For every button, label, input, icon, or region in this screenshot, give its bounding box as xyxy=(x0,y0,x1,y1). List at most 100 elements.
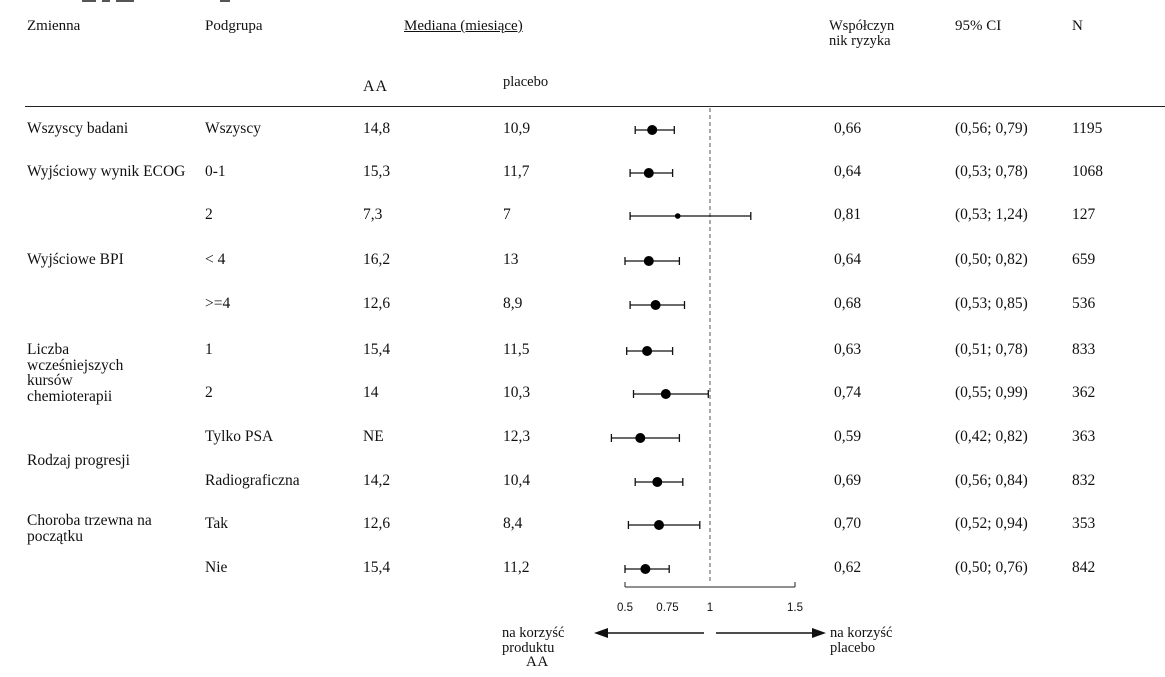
cell-median-placebo: 11,5 xyxy=(503,341,530,358)
cell-podgrupa: < 4 xyxy=(205,251,226,268)
cell-podgrupa: 1 xyxy=(205,341,213,358)
cell-median-aa: 16,2 xyxy=(363,251,391,268)
cell-n: 353 xyxy=(1072,515,1096,532)
cell-ci: (0,55; 0,99) xyxy=(955,384,1028,401)
cell-median-placebo: 10,3 xyxy=(503,384,531,401)
cell-hazard-ratio: 0,63 xyxy=(834,341,862,358)
cell-hazard-ratio: 0,69 xyxy=(834,472,862,489)
cell-hazard-ratio: 0,64 xyxy=(834,251,862,268)
cell-n: 127 xyxy=(1072,206,1096,223)
cell-ci: (0,52; 0,94) xyxy=(955,515,1028,532)
cell-median-aa: 15,4 xyxy=(363,341,391,358)
favors-placebo-line: placebo xyxy=(830,639,876,656)
cropped-text-fragment xyxy=(82,0,230,2)
hazard-ratio-point xyxy=(674,213,681,219)
x-tick-label: 1.5 xyxy=(787,602,803,614)
cell-n: 1195 xyxy=(1072,120,1103,137)
cell-podgrupa: Radiograficzna xyxy=(205,472,300,489)
cell-podgrupa: Tylko PSA xyxy=(205,428,274,445)
header-zmienna: Zmienna xyxy=(27,18,81,34)
cell-ci: (0,53; 0,85) xyxy=(955,295,1028,312)
cell-podgrupa: 2 xyxy=(205,206,213,223)
hazard-ratio-point xyxy=(643,256,654,266)
cell-median-placebo: 7 xyxy=(503,206,511,223)
cell-median-placebo: 8,9 xyxy=(503,295,523,312)
hazard-ratio-point xyxy=(643,168,654,178)
favors-placebo-line: na korzyść xyxy=(830,625,893,641)
header-mediana: Mediana (miesiące) xyxy=(404,18,523,34)
header-placebo: placebo xyxy=(503,74,549,90)
cell-n: 536 xyxy=(1072,295,1096,312)
cell-podgrupa: >=4 xyxy=(205,295,231,312)
cell-median-placebo: 11,2 xyxy=(503,559,530,576)
cell-median-placebo: 13 xyxy=(503,251,519,268)
header-aa: AA xyxy=(363,78,389,95)
cell-n: 833 xyxy=(1072,341,1096,358)
cell-hazard-ratio: 0,64 xyxy=(834,163,862,180)
hazard-ratio-point xyxy=(660,389,671,399)
cell-n: 842 xyxy=(1072,559,1096,576)
cell-median-aa: NE xyxy=(363,428,384,445)
cell-hazard-ratio: 0,62 xyxy=(834,559,862,576)
cell-hazard-ratio: 0,74 xyxy=(834,384,862,401)
cell-n: 659 xyxy=(1072,251,1096,268)
cell-median-aa: 12,6 xyxy=(363,295,391,312)
cell-n: 362 xyxy=(1072,384,1096,401)
cell-ci: (0,50; 0,76) xyxy=(955,559,1028,576)
hazard-ratio-point xyxy=(654,520,664,530)
cell-median-placebo: 11,7 xyxy=(503,163,530,180)
cell-ci: (0,56; 0,84) xyxy=(955,472,1028,489)
hazard-ratio-point xyxy=(642,346,653,356)
group-label: Rodzaj progresji xyxy=(27,452,130,469)
hazard-ratio-point xyxy=(647,125,658,135)
cell-median-aa: 14,8 xyxy=(363,120,391,137)
hazard-ratio-point xyxy=(650,300,661,310)
cell-podgrupa: Nie xyxy=(205,559,228,576)
cell-median-aa: 15,3 xyxy=(363,163,391,180)
cell-podgrupa: 0-1 xyxy=(205,163,226,180)
header-n: N xyxy=(1072,18,1083,34)
hazard-ratio-point xyxy=(635,433,646,443)
cell-ci: (0,42; 0,82) xyxy=(955,428,1028,445)
header-divider xyxy=(25,106,1165,107)
x-tick-label: 0.75 xyxy=(656,602,678,614)
cell-n: 363 xyxy=(1072,428,1096,445)
favors-aa-line: AA xyxy=(526,654,549,670)
cell-median-placebo: 8,4 xyxy=(503,515,523,532)
hazard-ratio-point xyxy=(652,477,663,487)
favors-aa-line: na korzyść xyxy=(502,625,565,641)
cell-median-aa: 14,2 xyxy=(363,472,391,489)
group-label: Choroba trzewna na początku xyxy=(27,512,152,546)
cell-median-placebo: 10,9 xyxy=(503,120,531,137)
cell-n: 832 xyxy=(1072,472,1096,489)
favors-aa-line: produktu xyxy=(502,639,555,656)
cell-ci: (0,51; 0,78) xyxy=(955,341,1028,358)
cell-ci: (0,50; 0,82) xyxy=(955,251,1028,268)
cell-median-aa: 14 xyxy=(363,384,379,401)
group-label: Liczba wcześniejszych kursów chemioterap… xyxy=(27,341,124,405)
cell-hazard-ratio: 0,70 xyxy=(834,515,862,532)
cell-hazard-ratio: 0,59 xyxy=(834,428,862,445)
favors-aa-label: na korzyść produktu AA xyxy=(502,626,564,670)
x-tick-label: 1 xyxy=(707,602,713,614)
cell-podgrupa: Tak xyxy=(205,515,229,532)
cell-ci: (0,53; 1,24) xyxy=(955,206,1028,223)
cell-podgrupa: 2 xyxy=(205,384,213,401)
cell-median-aa: 12,6 xyxy=(363,515,391,532)
cell-median-placebo: 10,4 xyxy=(503,472,531,489)
cell-ci: (0,56; 0,79) xyxy=(955,120,1028,137)
group-label: Wyjściowy wynik ECOG xyxy=(27,163,186,180)
header-podgrupa: Podgrupa xyxy=(205,18,263,34)
group-label: Wszyscy badani xyxy=(27,120,129,137)
cell-hazard-ratio: 0,66 xyxy=(834,120,862,137)
cell-median-aa: 15,4 xyxy=(363,559,391,576)
header-ci: 95% CI xyxy=(955,18,1002,34)
hazard-ratio-point xyxy=(640,564,651,574)
cell-median-placebo: 12,3 xyxy=(503,428,531,445)
cell-median-aa: 7,3 xyxy=(363,206,383,223)
favors-placebo-label: na korzyść placebo xyxy=(830,626,892,655)
header-hazard-ratio: Współczyn nik ryzyka xyxy=(829,18,895,50)
x-tick-label: 0.5 xyxy=(617,602,633,614)
cell-hazard-ratio: 0,68 xyxy=(834,295,862,312)
